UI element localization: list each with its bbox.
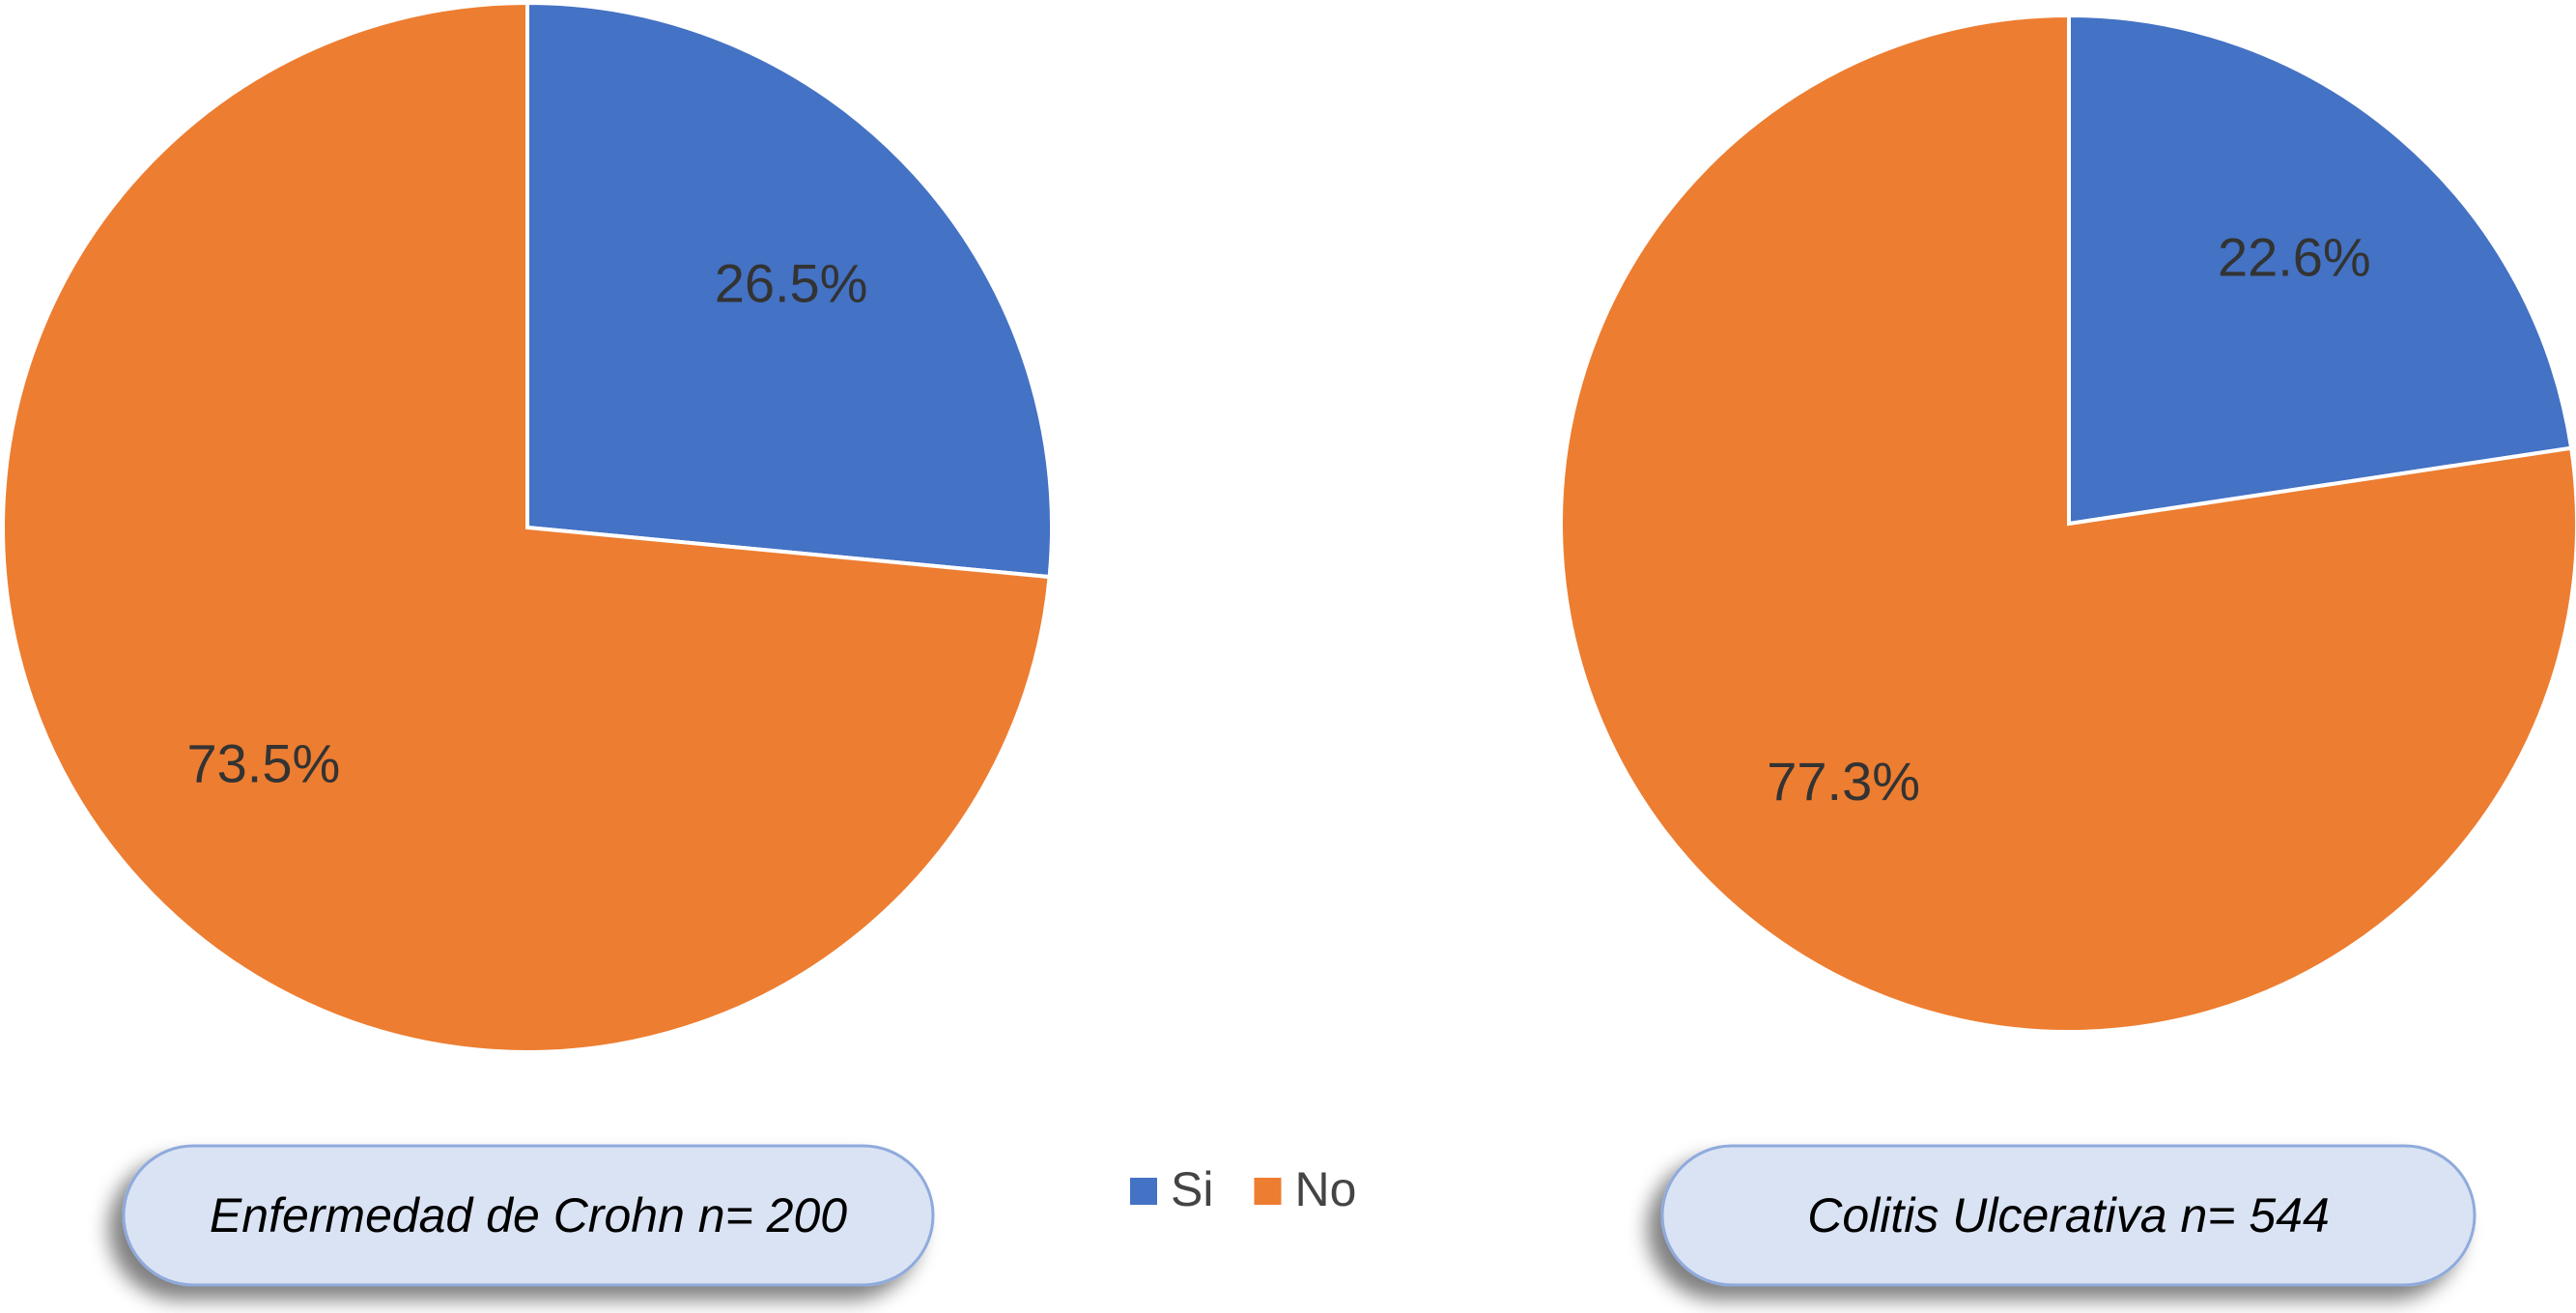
title-pill — [1660, 1144, 2477, 1287]
pie-slice — [525, 0, 1054, 580]
legend-label: Si — [1171, 1162, 1213, 1216]
legend-swatch — [1130, 1178, 1157, 1205]
value-label: 77.3% — [1767, 751, 1920, 812]
pie-slice — [1, 0, 1052, 1054]
title-pill — [122, 1144, 935, 1287]
value-label: 73.5% — [187, 732, 341, 793]
chart-title: Enfermedad de Crohn n= 200 — [210, 1188, 847, 1242]
legend-swatch — [1254, 1178, 1282, 1205]
value-label: 26.5% — [715, 252, 868, 313]
value-label: 22.6% — [2218, 227, 2371, 288]
pie-slice — [1559, 13, 2576, 1034]
chart-title: Colitis Ulcerativa n= 544 — [1807, 1188, 2330, 1242]
legend-label: No — [1294, 1162, 1356, 1216]
pie-slice — [2067, 13, 2574, 527]
